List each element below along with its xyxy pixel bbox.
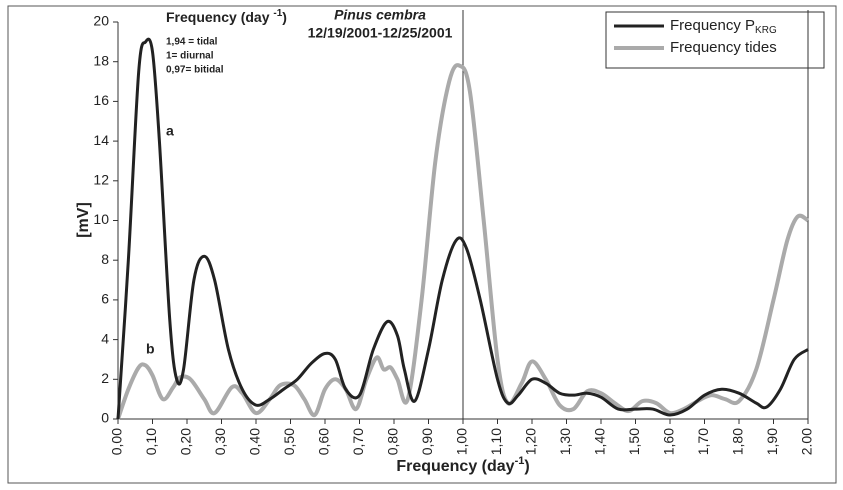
x-tick-label: 0,80 [385, 428, 401, 455]
x-tick-label: 1,50 [626, 428, 642, 455]
y-tick-label: 20 [93, 13, 109, 29]
x-tick-label: 0,60 [316, 428, 332, 455]
note: 1,94 = tidal [166, 37, 218, 48]
x-tick-label: 1,00 [454, 428, 470, 455]
x-tick-label: 2.00 [799, 428, 815, 455]
x-tick-label: 1,70 [695, 428, 711, 455]
legend-label-part: Frequency tides [670, 39, 777, 56]
x-tick-label: 1,20 [523, 428, 539, 455]
x-tick-label: 0,90 [419, 428, 435, 455]
y-axis-label: [mV] [75, 202, 92, 238]
y-tick-label: 6 [101, 291, 109, 307]
y-tick-label: 0 [101, 410, 109, 426]
legend-label: Frequency tides [670, 39, 777, 56]
y-tick-label: 4 [101, 330, 109, 346]
annotation-title: Frequency (day -1) [166, 8, 287, 25]
x-tick-label: 0,70 [350, 428, 366, 455]
curve-label: a [166, 123, 174, 139]
x-tick-label: 0,30 [212, 428, 228, 455]
x-tick-label: 1,60 [661, 428, 677, 455]
y-tick-label: 18 [93, 52, 109, 68]
series-line [116, 63, 810, 420]
x-axis-label-text: ) [524, 458, 529, 475]
note: 0,97= bitidal [166, 65, 224, 76]
legend-label: Frequency PKRG [670, 17, 777, 36]
annotation-text: ) [282, 9, 287, 25]
legend-box [605, 11, 825, 69]
x-tick-label: 1,30 [557, 428, 573, 455]
x-tick-label: 0,40 [247, 428, 263, 455]
y-tick-label: 8 [101, 251, 109, 267]
y-tick-label: 16 [93, 92, 109, 108]
x-tick-label: 0,10 [143, 428, 159, 455]
y-tick-label: 12 [93, 172, 109, 188]
chart-subtitle: 12/19/2001-12/25/2001 [308, 25, 453, 41]
note: 1= diurnal [166, 51, 214, 62]
x-tick-label: 0,00 [109, 428, 125, 455]
annotation-sup: -1 [273, 8, 282, 19]
annotation-text: Frequency (day [166, 9, 273, 25]
y-tick-label: 2 [101, 370, 109, 386]
x-tick-label: 0,50 [281, 428, 297, 455]
chart-title: Pinus cembra [334, 7, 426, 23]
legend: Frequency PKRG Frequency tides [605, 11, 825, 69]
curve-label: b [146, 341, 155, 357]
x-axis-label-text: Frequency (day [396, 458, 514, 475]
x-tick-label: 1,10 [488, 428, 504, 455]
legend-label-part: Frequency P [670, 17, 755, 34]
x-axis-label-sup: -1 [515, 455, 525, 467]
x-tick-label: 1,80 [730, 428, 746, 455]
x-tick-label: 1,40 [592, 428, 608, 455]
frame [7, 5, 837, 484]
x-tick-label: 0,20 [178, 428, 194, 455]
series-line [116, 37, 809, 420]
legend-label-part: KRG [755, 25, 777, 36]
x-tick-label: 1,90 [764, 428, 780, 455]
y-tick-label: 10 [93, 211, 109, 227]
y-tick-label: 14 [93, 132, 109, 148]
x-axis-label: Frequency (day-1) [396, 455, 529, 475]
